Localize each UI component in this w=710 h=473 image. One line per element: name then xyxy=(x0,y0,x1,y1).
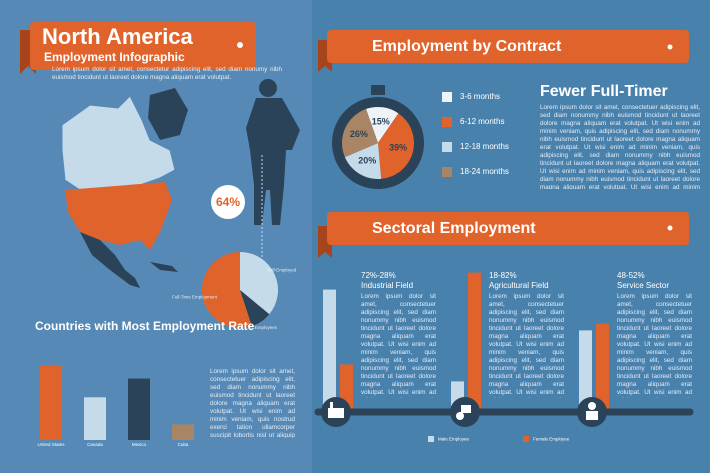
x-tick-label: Mexico xyxy=(132,442,147,447)
title-ribbon xyxy=(30,22,256,70)
sector-title: Sectoral Employment xyxy=(372,220,536,237)
pie-slice xyxy=(240,252,278,315)
bar xyxy=(468,272,481,412)
group-label: 18-82% xyxy=(489,271,517,280)
pie-slice xyxy=(344,143,382,179)
contract-pie: 15% 39% 20% 26% xyxy=(342,107,414,179)
slice-label: Full-Time Employment xyxy=(172,294,218,299)
legend-swatch xyxy=(442,92,452,102)
slice-label: 20% xyxy=(358,155,376,165)
group-text: Lorem ipsum dolor sit amet, consectetuer… xyxy=(617,293,692,398)
legend-label: 18-24 months xyxy=(460,167,509,176)
contract-legend: 3-6 months 6-12 months 12-18 months 18-24 m… xyxy=(442,92,509,177)
group-text: Lorem ipsum dolor sit amet, consectetuer… xyxy=(361,293,436,398)
group-title: Industrial Field xyxy=(361,281,413,290)
x-tick-label: Cuba xyxy=(178,442,189,447)
bar xyxy=(596,323,609,412)
legend-label: Female Employee xyxy=(533,437,570,442)
slice-label: Employees xyxy=(255,325,278,330)
pie-slice xyxy=(342,109,378,158)
sector-icons xyxy=(321,397,607,427)
ribbon-dot xyxy=(237,42,243,48)
left-text: Lorem ipsum dolor sit amet, consectetuer… xyxy=(210,368,295,438)
sector-ribbon xyxy=(327,212,689,245)
group-title: Service Sector xyxy=(617,281,669,290)
pie-slice xyxy=(378,113,414,179)
slice-label: Self-Employed xyxy=(267,268,297,273)
bar xyxy=(84,397,106,440)
group-title: Agricultural Field xyxy=(489,281,549,290)
legend-label: 12-18 months xyxy=(460,142,509,151)
legend-swatch xyxy=(523,436,529,442)
contract-heading: Fewer Full-Timer xyxy=(540,83,668,100)
map xyxy=(61,88,188,288)
contract-title: Employment by Contract xyxy=(372,38,562,55)
country-bars: United States Canada Mexico Cuba xyxy=(37,365,194,447)
sector-legend: Male Employee Female Employee xyxy=(428,436,570,442)
legend-swatch xyxy=(442,142,452,152)
ribbon-dot xyxy=(667,44,673,50)
watch-crown xyxy=(371,85,385,95)
bar xyxy=(579,330,592,412)
slice-label: 39% xyxy=(389,143,407,153)
bar-chart-title: Countries with Most Employment Rate xyxy=(35,319,255,333)
stat-circle xyxy=(211,185,245,219)
group-label: 48-52% xyxy=(617,271,645,280)
legend-swatch xyxy=(428,436,434,442)
stat-label: 64% xyxy=(216,195,240,209)
ribbon-dot xyxy=(667,225,673,231)
legend-label: 3-6 months xyxy=(460,92,500,101)
bar xyxy=(128,378,150,440)
pie-slice xyxy=(240,290,270,327)
contract-ribbon xyxy=(327,30,689,63)
employment-pie: Self-Employed Employees Full-Time Employme… xyxy=(172,252,297,330)
silhouette xyxy=(246,79,300,225)
contract-text: Lorem ipsum dolor sit amet, consectetuer… xyxy=(540,104,700,189)
group-label: 72%-28% xyxy=(361,271,396,280)
title: North America xyxy=(42,24,194,49)
header-text: Lorem ipsum dolor sit amet, consectetur … xyxy=(52,66,282,81)
pie-slice xyxy=(365,107,399,143)
subtitle: Employment Infographic xyxy=(44,50,185,64)
legend-label: 6-12 months xyxy=(460,117,504,126)
slice-label: 26% xyxy=(350,129,368,139)
bar xyxy=(172,424,194,440)
x-tick-label: United States xyxy=(37,442,65,447)
legend-label: Male Employee xyxy=(438,437,470,442)
pie-slice xyxy=(201,252,252,329)
group-text: Lorem ipsum dolor sit amet, consectetuer… xyxy=(489,293,564,398)
bar xyxy=(323,289,336,412)
x-tick-label: Canada xyxy=(87,442,103,447)
sector-bars: 72%-28%Industrial Field 18-82%Agricultura… xyxy=(323,271,669,412)
legend-swatch xyxy=(442,167,452,177)
slice-label: 15% xyxy=(372,117,390,127)
legend-swatch xyxy=(442,117,452,127)
bar xyxy=(40,365,62,440)
